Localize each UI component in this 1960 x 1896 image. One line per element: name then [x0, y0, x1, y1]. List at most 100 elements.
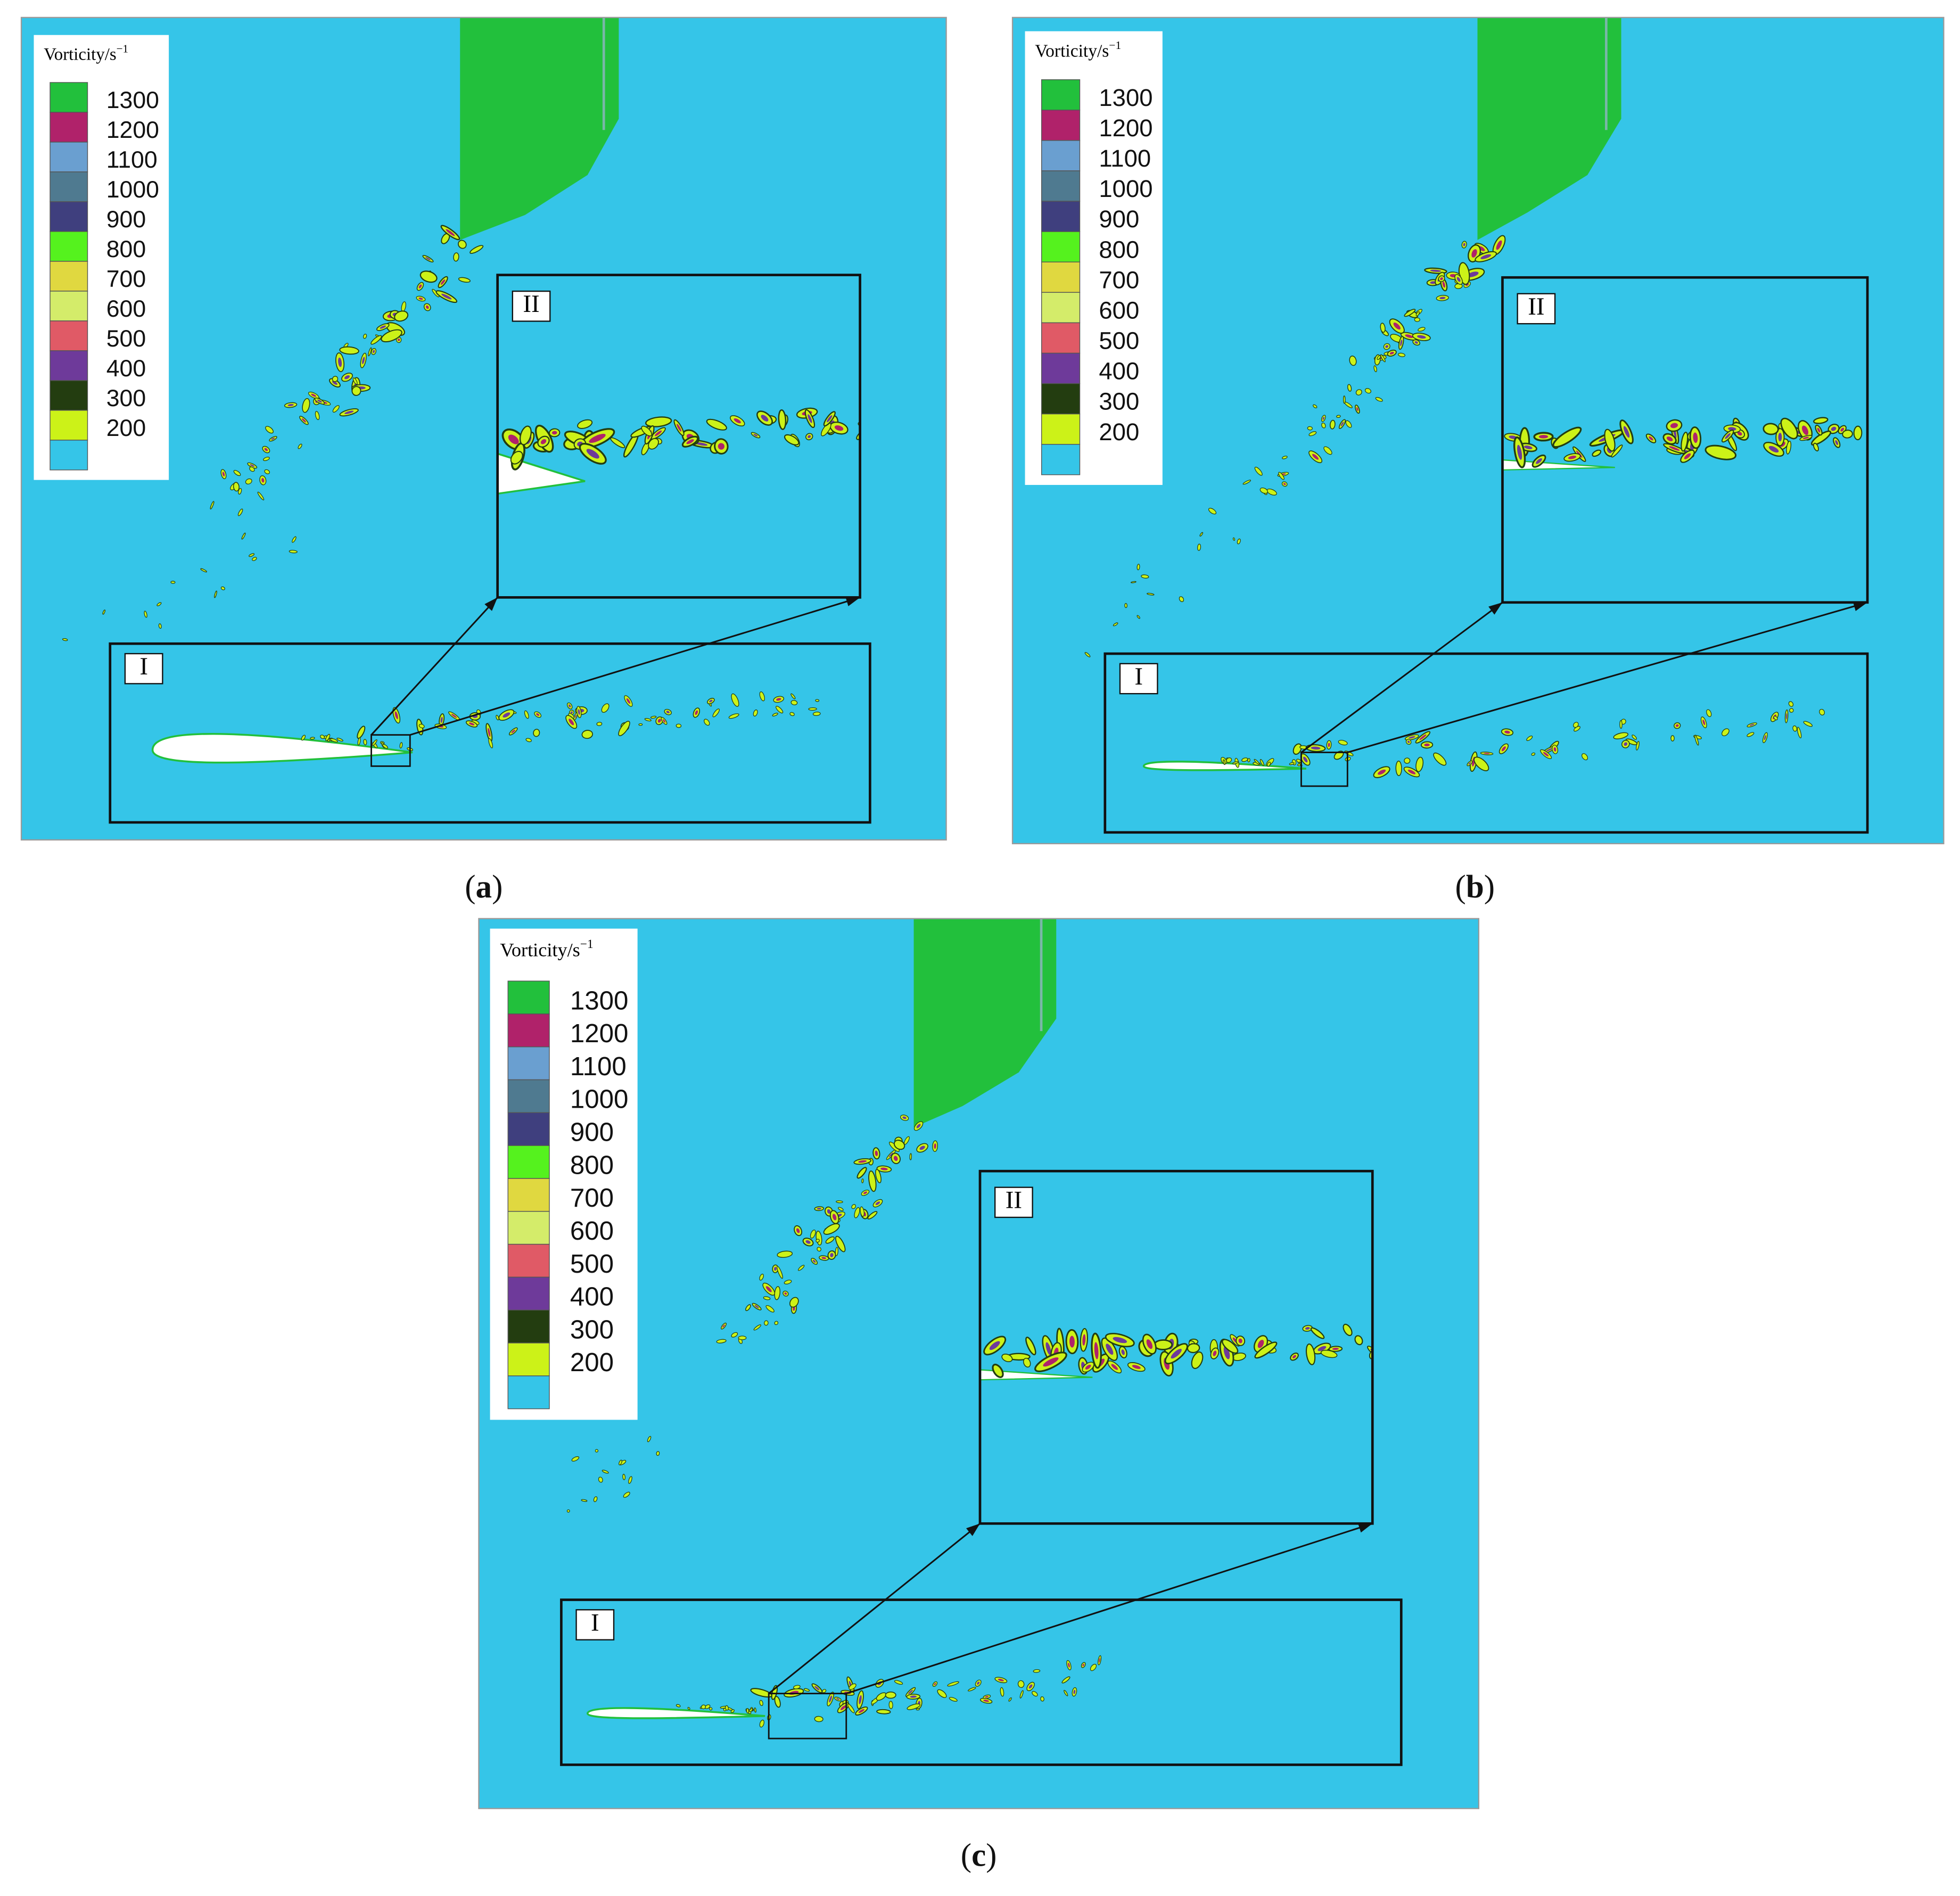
vortex — [784, 434, 800, 446]
vortex-core — [511, 729, 516, 733]
vortex — [602, 1470, 609, 1474]
legend-level: 700 — [1099, 266, 1139, 293]
vortex-core — [1670, 423, 1678, 428]
legend-level: 1200 — [1099, 114, 1152, 142]
vortex — [907, 1703, 921, 1710]
vortex — [1722, 728, 1730, 737]
vortex — [704, 719, 710, 726]
vortex-core — [1385, 345, 1389, 348]
jet — [460, 17, 619, 240]
vortex-core — [1456, 277, 1461, 282]
vortex-core — [1543, 752, 1549, 757]
vortex — [1090, 1663, 1097, 1671]
vortex — [170, 581, 176, 584]
vortex — [789, 712, 795, 716]
vortex — [745, 1304, 751, 1312]
jet — [1477, 17, 1621, 240]
vortex-core — [540, 439, 547, 444]
vortex — [596, 722, 603, 726]
vortex-core — [902, 1116, 907, 1119]
vortex — [849, 1683, 857, 1690]
vortex — [712, 708, 720, 718]
vortex — [1636, 741, 1640, 751]
vortex-core — [734, 418, 741, 424]
vortex-core — [468, 722, 475, 726]
vortex — [1397, 352, 1405, 357]
vortex-core — [1538, 435, 1549, 439]
vortex — [817, 1247, 821, 1252]
vortex — [1338, 740, 1348, 746]
vortex — [524, 710, 529, 719]
zoom-view — [979, 1171, 1373, 1524]
vortex — [1604, 428, 1616, 452]
vortex-core — [836, 1698, 840, 1700]
vortex-core — [1802, 436, 1809, 439]
vortex — [716, 1339, 727, 1343]
vortex-core — [985, 1696, 989, 1698]
vortex — [656, 1451, 660, 1456]
vortex — [1226, 757, 1232, 763]
vortex — [810, 1230, 816, 1239]
vortex-core — [1082, 1663, 1084, 1667]
vortex-core — [440, 279, 446, 285]
vortex-core — [784, 1292, 787, 1295]
vortex-core — [1213, 1350, 1217, 1356]
vortex-core — [765, 1286, 772, 1292]
vortex — [909, 1153, 912, 1160]
vortex-core — [1393, 323, 1401, 330]
vortex-core — [1312, 454, 1319, 460]
vortex — [593, 1496, 598, 1502]
vortex — [1017, 1680, 1025, 1688]
vortex-core — [1831, 426, 1837, 431]
vortex — [238, 488, 242, 495]
vortex — [1323, 446, 1332, 455]
vortex — [1354, 1335, 1363, 1346]
vortex-core — [1069, 1336, 1075, 1348]
vortex-core — [875, 1150, 878, 1156]
vortex — [357, 737, 361, 746]
vortex — [470, 245, 484, 254]
vortex-core — [586, 449, 599, 459]
vortex — [701, 1704, 706, 1710]
vortex — [797, 1265, 805, 1271]
vortex-core — [1414, 341, 1418, 344]
vortex — [1681, 432, 1689, 452]
vortex — [814, 1716, 823, 1722]
vortex — [332, 405, 340, 413]
legend-level: 400 — [106, 356, 146, 382]
vortex-core — [774, 1267, 777, 1271]
legend-swatch — [1041, 414, 1081, 445]
vortex — [1395, 760, 1402, 776]
vortex-core — [362, 357, 365, 365]
vortex-core — [250, 464, 255, 467]
vortex — [370, 335, 382, 345]
legend-title-sup: −1 — [1109, 39, 1121, 52]
vortex-core — [998, 1678, 1004, 1681]
vortex — [1788, 701, 1794, 707]
vortex — [916, 1708, 920, 1711]
vortex — [1008, 1697, 1012, 1702]
vortex — [1320, 1349, 1338, 1358]
vortex — [812, 712, 821, 716]
vortex — [947, 1681, 959, 1687]
vortex — [647, 1436, 652, 1442]
legend-level: 400 — [570, 1282, 614, 1312]
vortex-core — [1305, 1327, 1310, 1330]
vortex — [754, 1707, 756, 1713]
vortex — [363, 739, 367, 746]
zoom-airfoil — [979, 1369, 1093, 1381]
vortex-core — [626, 698, 631, 704]
vortex — [759, 1719, 764, 1728]
arrow-head — [1488, 602, 1503, 615]
vortex — [619, 1460, 622, 1465]
vortex-core — [812, 1259, 816, 1263]
region-box — [109, 642, 871, 824]
panel-frame — [20, 17, 947, 841]
vortex — [510, 451, 523, 465]
vortex-core — [1283, 483, 1286, 485]
vortex — [1611, 444, 1623, 458]
legend-swatch — [1041, 140, 1081, 171]
legend-swatch — [507, 1046, 550, 1081]
vortex-core — [373, 350, 375, 353]
caption-letter: c — [971, 1838, 986, 1874]
